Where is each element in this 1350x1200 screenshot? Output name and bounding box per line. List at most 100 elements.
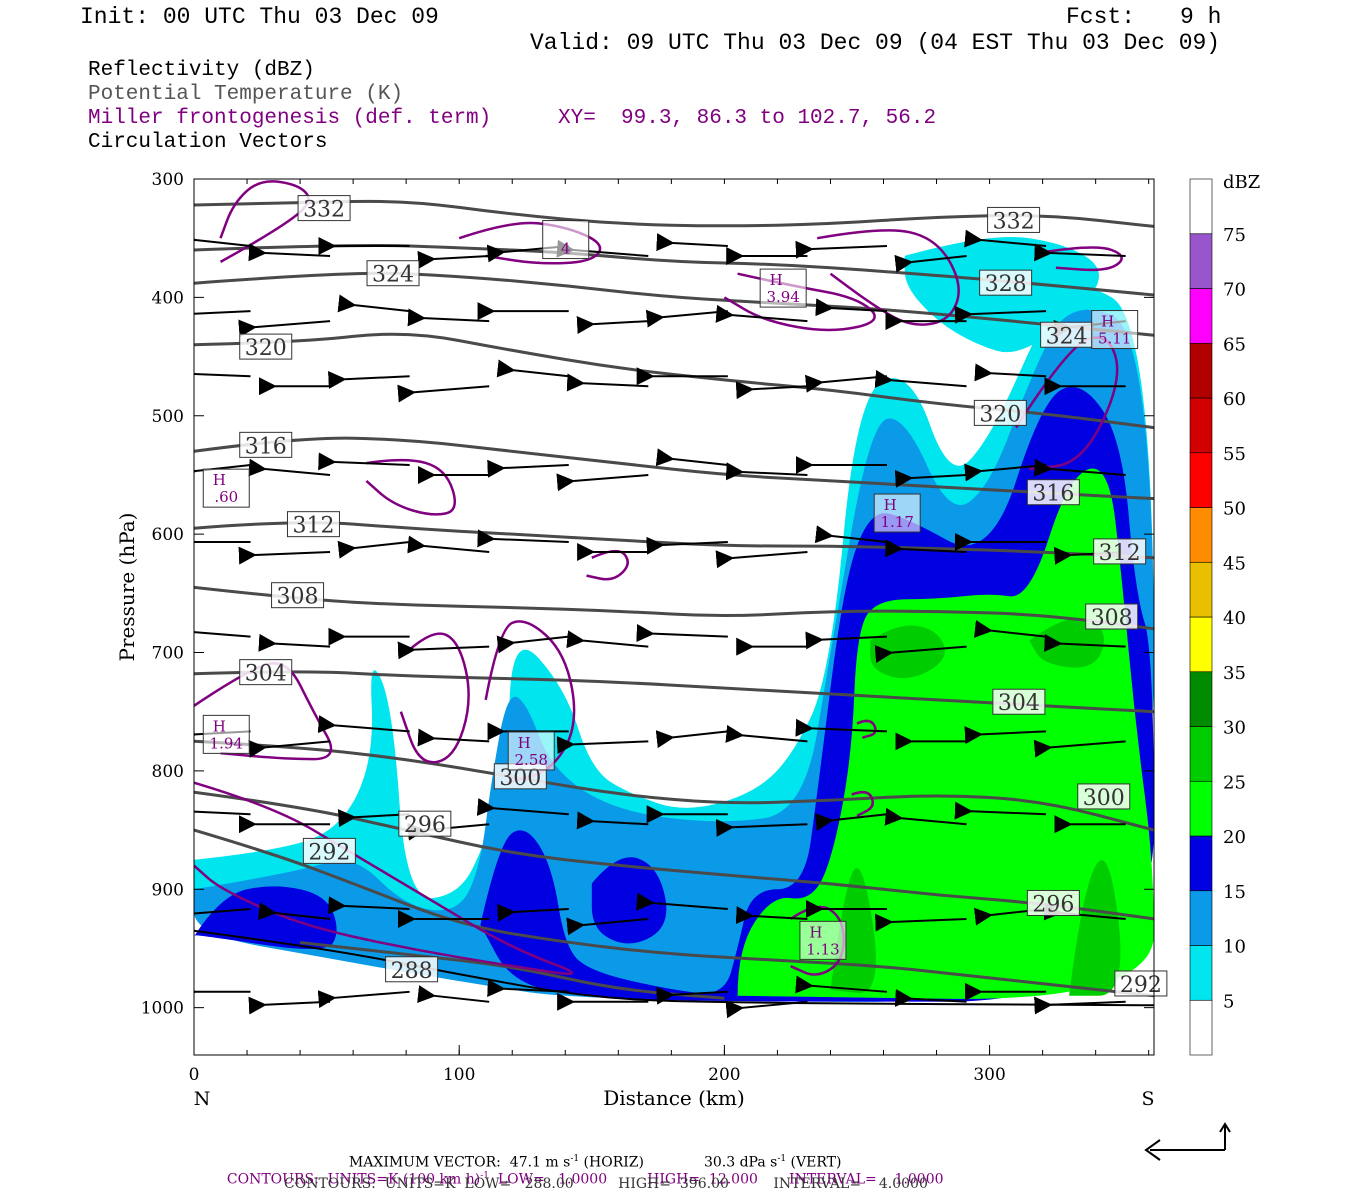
reference-vector-icon — [1144, 1122, 1231, 1161]
circulation-vector — [894, 988, 967, 1007]
circulation-vector — [1044, 633, 1126, 652]
circulation-vector — [805, 631, 888, 650]
circulation-vector — [735, 381, 808, 400]
colorbar-swatch-0 — [1189, 999, 1213, 1056]
circulation-vector — [566, 917, 649, 936]
plot-frame — [193, 178, 1155, 1056]
theta-label-324-1: 324 — [1046, 324, 1088, 349]
extremum-value-3: 1.17 — [880, 513, 913, 531]
frontogenesis-contour-13 — [851, 790, 874, 818]
theta-label-288-0: 288 — [391, 959, 433, 984]
circulation-vector — [894, 254, 967, 273]
reflectivity-region-25dbz-8 — [830, 867, 876, 994]
circulation-vector — [715, 550, 808, 569]
theta-contour-304 — [194, 670, 1154, 714]
circulation-vector — [884, 539, 967, 558]
circulation-vector — [974, 363, 1047, 382]
circulation-vector — [814, 813, 888, 831]
circulation-vector — [238, 319, 331, 338]
circulation-vector — [715, 818, 808, 837]
frontogenesis-contour-6 — [586, 549, 629, 581]
circulation-vector — [337, 294, 410, 313]
y-tick-label: 500 — [152, 407, 184, 427]
frontogenesis-contour-5 — [365, 458, 457, 516]
frontogenesis-contour-1 — [458, 221, 602, 265]
x-tick-label: 200 — [708, 1065, 740, 1085]
extremum-box-7 — [542, 220, 590, 260]
circulation-vector — [556, 736, 649, 755]
circulation-vector — [248, 243, 331, 262]
extremum-box-3 — [873, 493, 921, 533]
circulation-vector — [735, 906, 808, 925]
contours-fronto-range: LOW= 1.0000 HIGH= 12.000 INTERVAL= 1.000… — [488, 1171, 944, 1188]
theta-label-292-0: 292 — [308, 840, 350, 865]
colorbar-swatch-1 — [1189, 945, 1213, 1001]
circulation-vector — [874, 913, 967, 932]
theta-label-308-0: 308 — [277, 585, 319, 610]
forecast-label: Fcst: — [1066, 4, 1136, 30]
extremum-value-2: .60 — [214, 488, 238, 506]
contours-frontogenesis-line: CONTOURS: UNITS=K (100 km h)-1 LOW= 1.00… — [218, 1158, 944, 1187]
frontogenesis-contour-9 — [399, 632, 470, 764]
circulation-vector — [954, 801, 1047, 820]
theta-contour-300 — [194, 739, 1154, 832]
circulation-vector — [417, 985, 490, 1004]
colorbar-level-50: 50 — [1223, 499, 1246, 520]
frontogenesis-contour-0 — [219, 180, 310, 263]
theta-label-300-1: 300 — [1083, 786, 1125, 811]
circulation-vector — [1034, 996, 1126, 1015]
circulation-vector — [566, 373, 649, 392]
colorbar-level-55: 55 — [1223, 444, 1246, 465]
circulation-vector — [646, 536, 728, 555]
max-vector-line: MAXIMUM VECTOR: 47.1 m s-1 (HORIZ) 30.3 d… — [340, 1141, 842, 1171]
theta-label-292-1: 292 — [1120, 973, 1162, 998]
colorbar-swatch-10 — [1189, 452, 1213, 508]
max-vector-horiz-tag: (HORIZ) — [579, 1154, 644, 1171]
extremum-value-1: 5.11 — [1098, 330, 1131, 348]
legend-frontogenesis: Miller frontogenesis (def. term) — [88, 107, 492, 130]
circulation-vector — [487, 979, 569, 998]
circulation-vector — [805, 374, 888, 393]
x-axis-label: Distance (km) — [603, 1086, 745, 1110]
colorbar-swatch-2 — [1189, 890, 1213, 946]
circulation-vector — [725, 724, 808, 743]
circulation-vector — [194, 310, 251, 315]
legend-vectors: Circulation Vectors — [88, 131, 328, 154]
circulation-vector — [328, 896, 410, 915]
theta-contour-288 — [299, 941, 725, 1000]
extremum-value-5: 2.58 — [515, 751, 548, 769]
y-tick-label: 900 — [152, 880, 184, 900]
circulation-vector — [556, 473, 649, 492]
y-tick-label: 300 — [152, 170, 184, 190]
circulation-vector — [318, 452, 410, 471]
colorbar-swatch-7 — [1189, 616, 1213, 673]
circulation-vector — [337, 540, 410, 559]
extremum-value-6: 1.13 — [806, 940, 839, 958]
extremum-box-6 — [799, 920, 847, 960]
max-vector-horiz-label: MAXIMUM VECTOR: 47.1 m s — [348, 1154, 571, 1171]
theta-contour-308 — [194, 585, 1154, 631]
circulation-vector — [645, 309, 728, 328]
y-tick-label: 600 — [152, 525, 184, 545]
circulation-vector — [954, 305, 1047, 324]
legend-reflectivity: Reflectivity (dBZ) — [88, 59, 315, 82]
extremum-box-0 — [759, 268, 807, 308]
max-vector-vert-tag: (VERT) — [786, 1154, 842, 1171]
valid-time: Valid: 09 UTC Thu 03 Dec 09 (04 EST Thu … — [530, 30, 1221, 56]
reflectivity-region-20dbz-6 — [737, 468, 1154, 999]
circulation-vector — [894, 469, 967, 488]
circulation-vector — [194, 229, 251, 248]
circulation-vector — [248, 739, 331, 758]
circulation-vector — [257, 902, 331, 921]
theta-contour-316 — [194, 436, 1154, 501]
colorbar-level-10: 10 — [1223, 937, 1246, 958]
theta-label-box-308-0 — [271, 582, 325, 609]
circulation-vector — [656, 986, 728, 1005]
circulation-vector — [815, 298, 888, 317]
extremum-letter-5: H — [518, 734, 531, 752]
theta-label-box-292-0 — [302, 837, 356, 864]
circulation-vector — [194, 810, 251, 816]
theta-label-304-1: 304 — [998, 691, 1040, 716]
theta-contour-332 — [194, 199, 1154, 228]
circulation-vector — [874, 369, 967, 388]
